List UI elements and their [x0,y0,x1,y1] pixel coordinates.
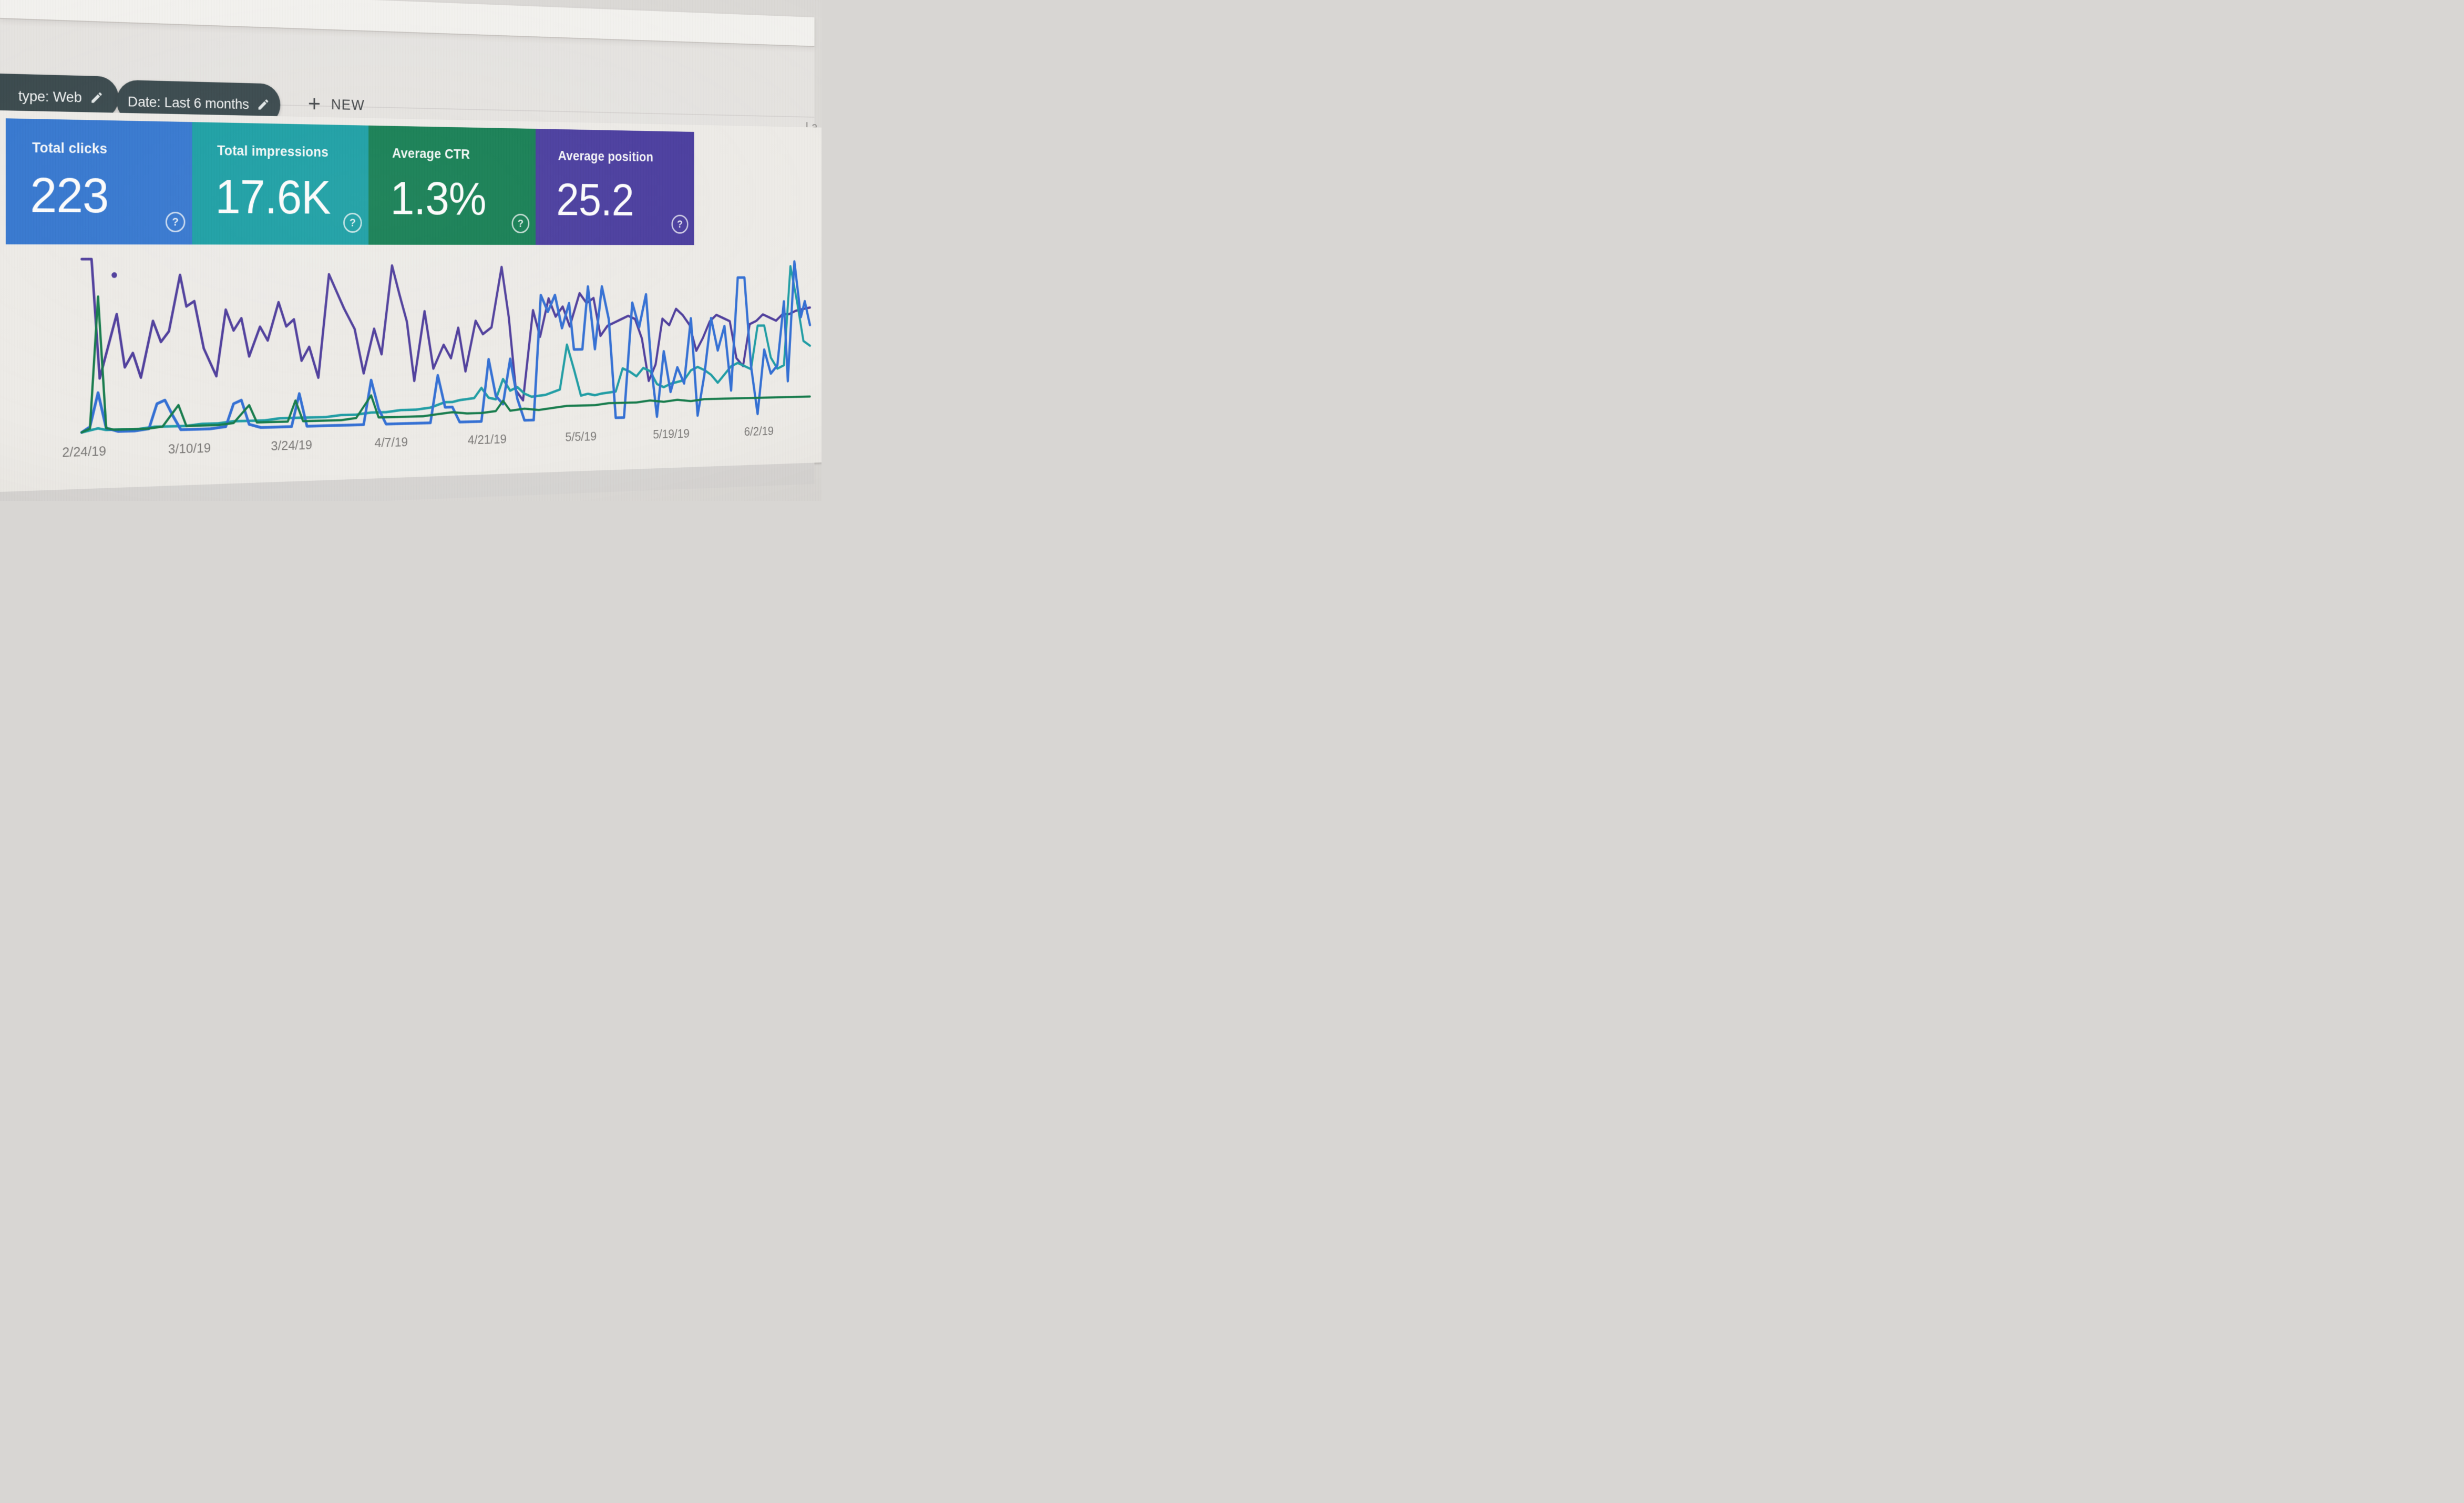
question-glyph: ? [349,216,356,229]
metric-card-value: 223 [30,167,109,223]
question-glyph: ? [517,217,524,230]
series-line-average-position [82,258,810,411]
x-axis-tick-label: 3/10/19 [168,440,211,457]
metric-card-label: Average position [558,148,654,164]
metric-card-label: Average CTR [392,146,470,162]
metric-card-value: 17.6K [215,170,331,224]
x-axis-tick-label: 2/24/19 [62,443,106,460]
metric-card-total-impressions[interactable]: Total impressions 17.6K ? [192,122,369,245]
search-type-filter-label: type: Web [18,87,82,105]
metric-card-label: Total impressions [217,142,328,160]
x-axis-tick-label: 5/19/19 [653,426,690,442]
isolated-data-point [111,272,117,278]
app-screen: type: Web Date: Last 6 months + NEW La T [0,0,822,501]
help-question-icon[interactable]: ? [511,213,530,233]
performance-chart-svg[interactable] [82,253,810,432]
metric-card-average-ctr[interactable]: Average CTR 1.3% ? [368,125,536,245]
new-filter-label: NEW [331,96,365,114]
pencil-icon[interactable] [257,98,270,112]
help-question-icon[interactable]: ? [671,214,689,234]
date-range-filter-label: Date: Last 6 months [127,93,249,112]
x-axis-tick-label: 4/21/19 [467,431,507,448]
monitor-photo: type: Web Date: Last 6 months + NEW La T [0,0,822,501]
series-line-average-ctr [82,292,810,433]
search-type-filter-chip[interactable]: type: Web [0,71,119,120]
question-glyph: ? [172,215,179,229]
help-question-icon[interactable]: ? [343,212,362,233]
metric-card-label: Total clicks [32,140,108,157]
new-filter-button[interactable]: + NEW [308,90,365,120]
filter-toolbar: type: Web Date: Last 6 months + NEW La [0,18,818,134]
pencil-icon[interactable] [90,90,104,105]
x-axis-tick-label: 6/2/19 [744,424,774,439]
metric-card-value: 25.2 [556,174,634,225]
metric-card-average-position[interactable]: Average position 25.2 ? [536,129,694,245]
x-axis-tick-label: 3/24/19 [271,437,313,454]
help-question-icon[interactable]: ? [165,211,186,232]
x-axis-tick-label: 4/7/19 [374,434,408,450]
plus-icon: + [307,90,321,117]
performance-panel: Total clicks 223 ? Total impressions 17.… [0,110,822,492]
x-axis-tick-label: 5/5/19 [565,429,597,445]
metric-card-value: 1.3% [390,172,486,224]
question-glyph: ? [677,218,683,230]
metric-card-total-clicks[interactable]: Total clicks 223 ? [5,118,192,245]
